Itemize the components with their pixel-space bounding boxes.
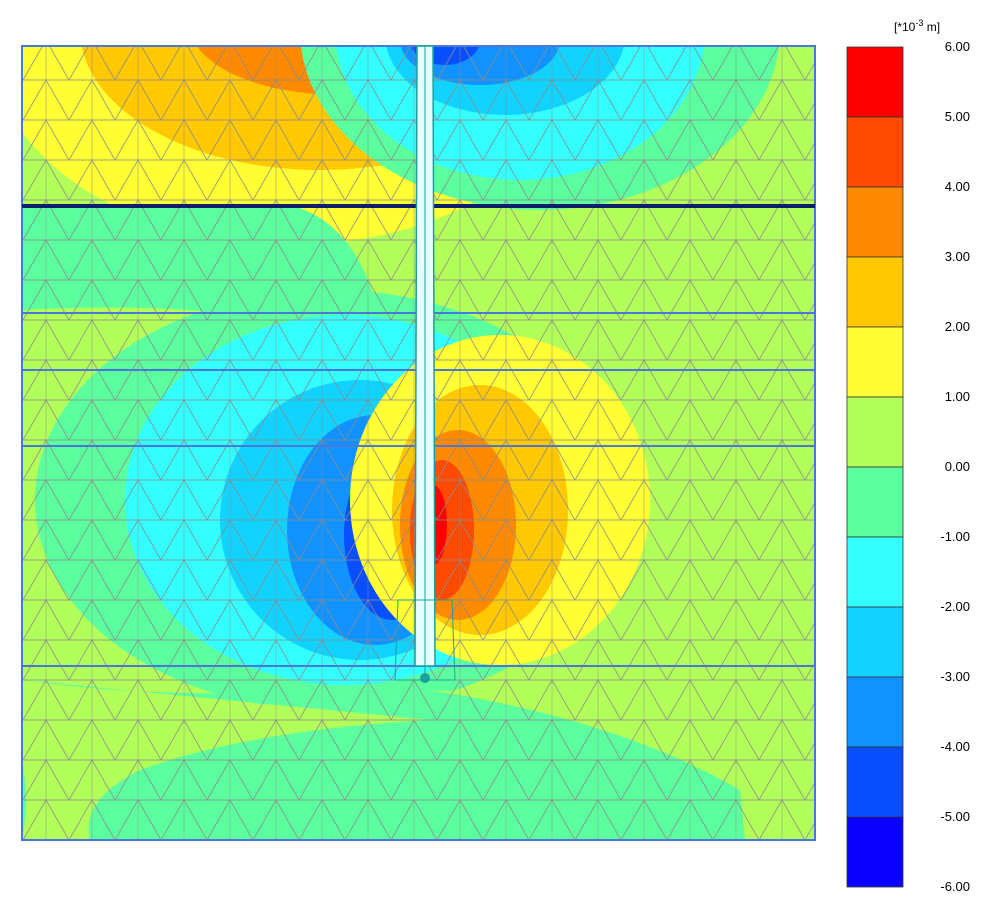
pile-element: [394, 45, 456, 683]
legend-band: [846, 396, 904, 468]
legend-tick-label: 1.00: [945, 389, 970, 404]
legend-ticks: 6.00 5.00 4.00 3.00 2.00 1.00 0.00 -1.00 -2.00 -3…: [940, 39, 970, 894]
legend-tick-label: -5.00: [940, 809, 970, 824]
pile-tip: [420, 673, 430, 683]
legend-band: [846, 256, 904, 328]
color-legend: [*10-3 m] 6.00 5.00 4.00 3.00 2.00 1.00 0.00 -1…: [846, 18, 970, 894]
legend-tick-label: -2.00: [940, 599, 970, 614]
legend-tick-label: 5.00: [945, 109, 970, 124]
legend-band: [846, 186, 904, 258]
legend-tick-label: -6.00: [940, 879, 970, 894]
legend-band: [846, 746, 904, 818]
legend-band: [846, 676, 904, 748]
legend-band: [846, 46, 904, 118]
legend-bands: [846, 46, 904, 888]
legend-band: [846, 466, 904, 538]
contour-domain: [22, 46, 815, 840]
legend-band: [846, 816, 904, 888]
legend-unit-label: [*10-3 m]: [894, 18, 940, 34]
legend-tick-label: 0.00: [945, 459, 970, 474]
legend-band: [846, 116, 904, 188]
legend-band: [846, 606, 904, 678]
legend-tick-label: 6.00: [945, 39, 970, 54]
legend-tick-label: 4.00: [945, 179, 970, 194]
legend-tick-label: 2.00: [945, 319, 970, 334]
legend-tick-label: -3.00: [940, 669, 970, 684]
legend-band: [846, 326, 904, 398]
legend-tick-label: -4.00: [940, 739, 970, 754]
legend-tick-label: 3.00: [945, 249, 970, 264]
legend-tick-label: -1.00: [940, 529, 970, 544]
legend-band: [846, 536, 904, 608]
